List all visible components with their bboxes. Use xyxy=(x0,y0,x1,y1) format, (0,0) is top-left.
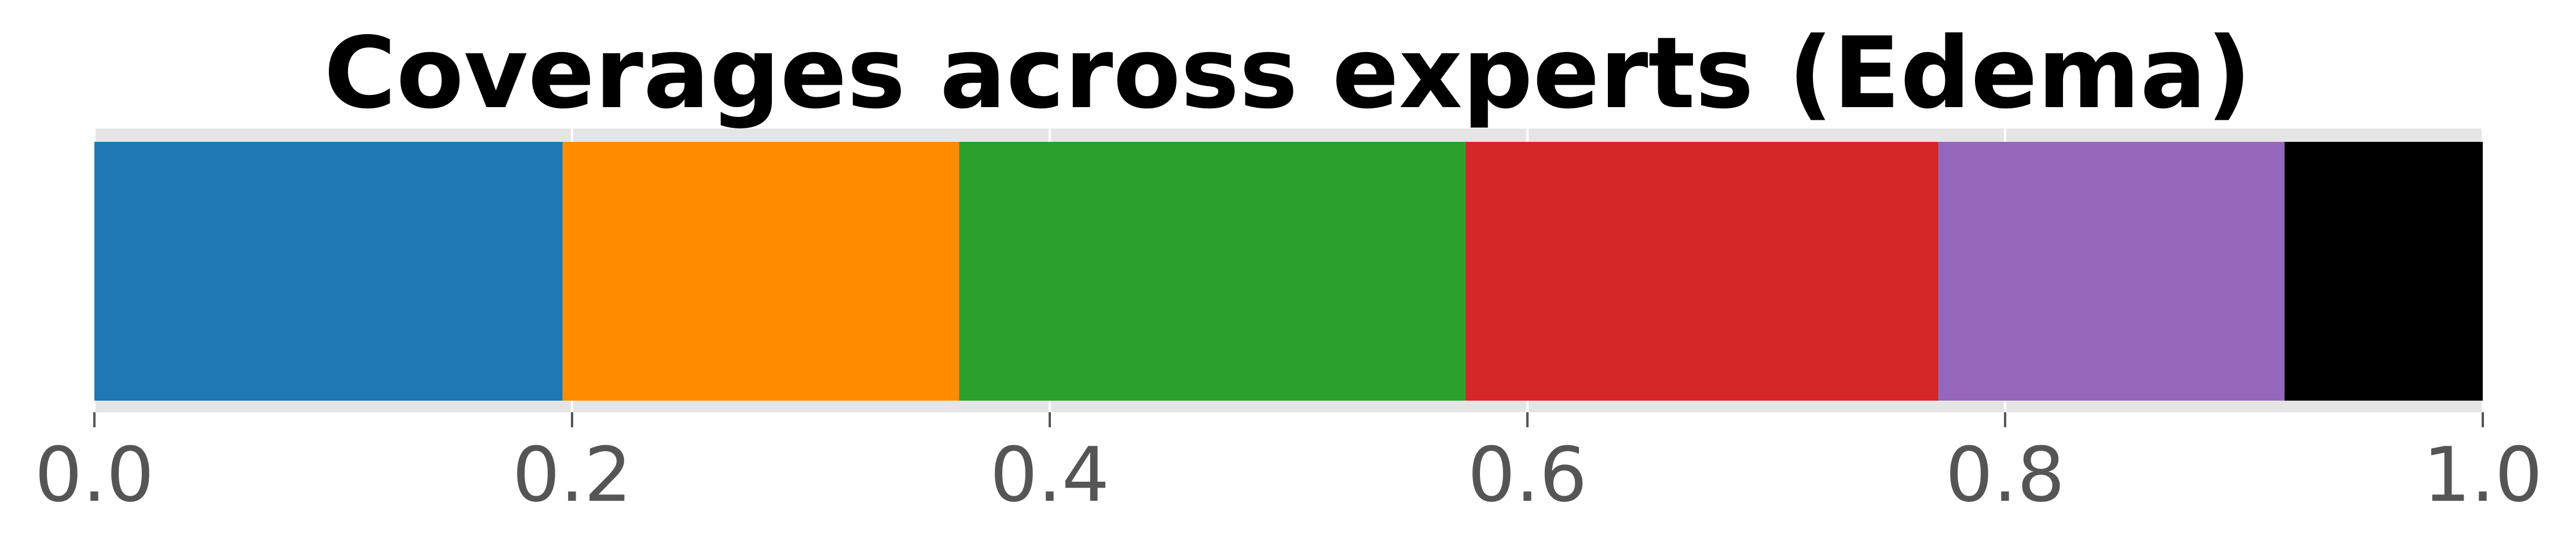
x-tick-label-0: 0.0 xyxy=(35,431,155,519)
x-tick-label-4: 0.8 xyxy=(1945,431,2065,519)
bar-segment-0 xyxy=(94,142,563,401)
x-axis: 0.0 0.2 0.4 0.6 0.8 1.0 xyxy=(35,412,2543,519)
bar-segment-2 xyxy=(959,142,1465,401)
bar-segment-4 xyxy=(1938,142,2285,401)
chart-title: Coverages across experts (Edema) xyxy=(324,16,2251,131)
stacked-bar xyxy=(94,142,2483,401)
bar-segment-1 xyxy=(562,142,959,401)
bar-segment-3 xyxy=(1465,142,1939,401)
x-tick-label-3: 0.6 xyxy=(1468,431,1588,519)
bar-segment-5 xyxy=(2284,142,2483,401)
x-tick-label-1: 0.2 xyxy=(512,431,632,519)
x-tick-label-2: 0.4 xyxy=(990,431,1110,519)
x-tick-label-5: 1.0 xyxy=(2423,431,2543,519)
